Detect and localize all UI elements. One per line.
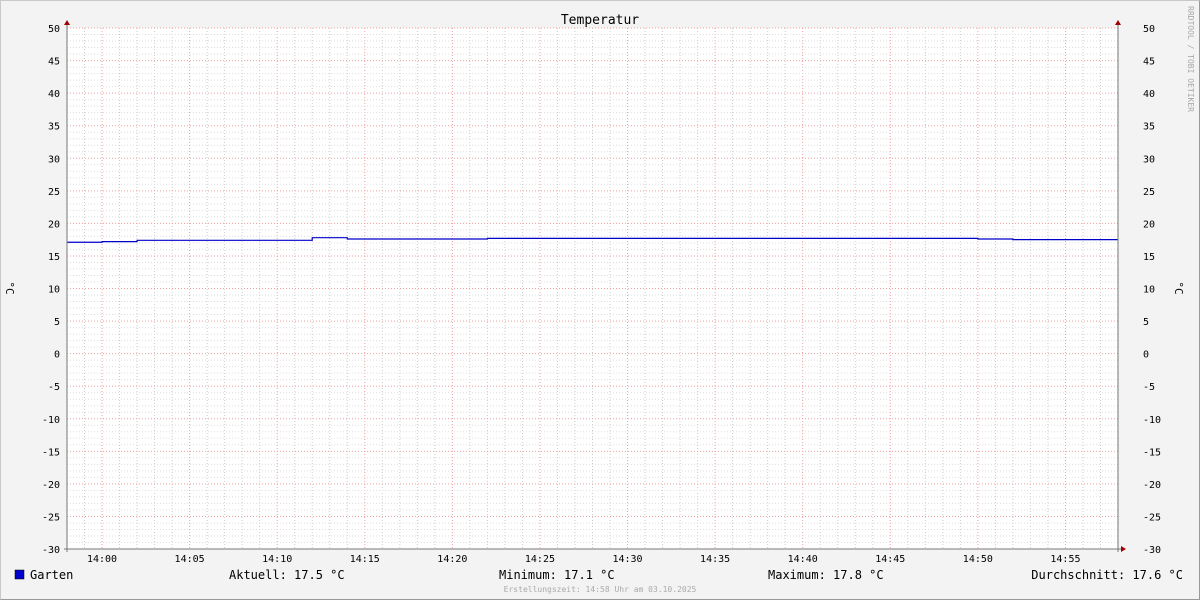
x-tick-label: 14:50	[963, 554, 993, 565]
watermark: RRDTOOL / TOBI OETIKER	[1186, 6, 1195, 112]
y-tick-label-left: 50	[48, 24, 60, 35]
y-tick-label-right: 10	[1143, 285, 1155, 296]
y-tick-label-left: -25	[42, 512, 60, 523]
y-tick-label-left: 25	[48, 187, 60, 198]
legend-average: Durchschnitt: 17.6 °C	[1031, 568, 1183, 582]
x-tick-label: 14:00	[87, 554, 117, 565]
arrow-up-icon	[1115, 20, 1121, 25]
x-tick-label: 14:15	[350, 554, 380, 565]
x-tick-label: 14:45	[875, 554, 905, 565]
y-tick-label-right: 20	[1143, 219, 1155, 230]
y-tick-label-right: 35	[1143, 122, 1155, 133]
x-tick-label: 14:10	[262, 554, 292, 565]
y-tick-label-right: 50	[1143, 24, 1155, 35]
y-tick-label-right: -25	[1143, 512, 1161, 523]
y-axis-label-left: °C	[3, 281, 16, 294]
y-tick-label-right: 30	[1143, 154, 1155, 165]
legend-maximum: Maximum: 17.8 °C	[768, 568, 884, 582]
y-tick-label-left: 45	[48, 57, 60, 68]
y-tick-label-left: 20	[48, 219, 60, 230]
y-tick-label-left: 15	[48, 252, 60, 263]
y-tick-label-right: -5	[1143, 382, 1155, 393]
legend-current: Aktuell: 17.5 °C	[229, 568, 345, 582]
legend-swatch-garten	[14, 569, 25, 580]
y-tick-label-right: 45	[1143, 57, 1155, 68]
chart-title: Temperatur	[561, 13, 639, 28]
grid	[66, 27, 1119, 550]
x-tick-label: 14:40	[788, 554, 818, 565]
y-tick-label-right: 40	[1143, 89, 1155, 100]
legend-minimum: Minimum: 17.1 °C	[499, 568, 615, 582]
arrow-right-icon	[1121, 546, 1126, 552]
y-tick-label-right: 15	[1143, 252, 1155, 263]
y-tick-label-right: -10	[1143, 415, 1161, 426]
y-tick-label-right: -30	[1143, 545, 1161, 556]
y-tick-label-right: 0	[1143, 350, 1149, 361]
y-tick-label-left: -15	[42, 447, 60, 458]
y-tick-label-left: 0	[54, 350, 60, 361]
y-tick-label-left: 5	[54, 317, 60, 328]
x-tick-label: 14:55	[1050, 554, 1080, 565]
y-axis-label-right: °C	[1172, 281, 1185, 294]
series-garten	[67, 237, 1118, 243]
y-tick-label-right: -20	[1143, 480, 1161, 491]
y-tick-label-right: -15	[1143, 447, 1161, 458]
y-tick-label-left: 30	[48, 154, 60, 165]
y-tick-label-left: -10	[42, 415, 60, 426]
y-tick-label-left: -5	[48, 382, 60, 393]
axes	[64, 20, 1126, 552]
series-line-garten	[67, 237, 1118, 243]
y-tick-label-right: 25	[1143, 187, 1155, 198]
x-tick-label: 14:35	[700, 554, 730, 565]
x-tick-label: 14:20	[437, 554, 467, 565]
y-tick-label-left: 35	[48, 122, 60, 133]
arrow-up-icon	[64, 20, 70, 25]
y-tick-label-left: 10	[48, 285, 60, 296]
x-tick-label: 14:05	[175, 554, 205, 565]
y-tick-label-left: -20	[42, 480, 60, 491]
x-tick-label: 14:25	[525, 554, 555, 565]
x-tick-label: 14:30	[612, 554, 642, 565]
y-tick-label-right: 5	[1143, 317, 1149, 328]
legend-series-label: Garten	[30, 568, 73, 582]
y-tick-label-left: -30	[42, 545, 60, 556]
y-tick-label-left: 40	[48, 89, 60, 100]
footer-timestamp: Erstellungszeit: 14:58 Uhr am 03.10.2025	[504, 585, 697, 594]
